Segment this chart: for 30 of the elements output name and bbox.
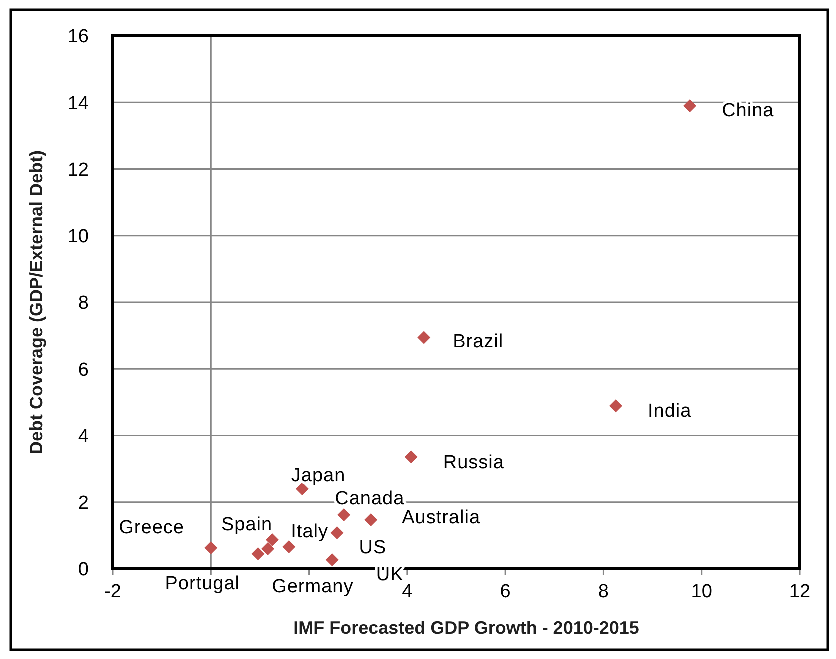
series-label: Brazil (453, 331, 504, 352)
y-tick-label: 10 (68, 226, 89, 248)
series-label: Greece (119, 518, 184, 539)
series-label: Italy (291, 522, 329, 543)
y-tick-label: 0 (78, 560, 89, 581)
y-tick-label: 4 (78, 426, 90, 448)
x-tick-label: 12 (789, 582, 811, 603)
y-tick-label: 8 (78, 293, 89, 314)
y-tick-label: 14 (68, 93, 90, 114)
series-label: Spain (221, 514, 273, 536)
series-label: Portugal (165, 574, 240, 595)
y-axis-title: Debt Coverage (GDP/External Debt) (26, 150, 46, 455)
y-tick-label: 6 (78, 360, 89, 381)
x-tick-label: -2 (104, 582, 122, 603)
x-tick-label: 6 (500, 582, 511, 603)
y-tick-label: 16 (68, 26, 89, 48)
series-label: Australia (402, 508, 481, 529)
series-label: Japan (291, 466, 346, 487)
series-label: Canada (335, 488, 405, 510)
x-axis-title: IMF Forecasted GDP Growth - 2010-2015 (294, 618, 640, 638)
x-tick-label: 8 (598, 582, 610, 603)
x-tick-label: 4 (402, 582, 414, 603)
series-label: Germany (272, 576, 354, 598)
x-tick-label: 10 (691, 582, 712, 603)
y-tick-label: 12 (68, 160, 89, 181)
series-label: India (648, 400, 692, 422)
series-label: China (722, 100, 774, 122)
series-label: Russia (443, 452, 504, 474)
y-tick-label: 2 (78, 493, 89, 514)
series-label: US (359, 538, 387, 559)
